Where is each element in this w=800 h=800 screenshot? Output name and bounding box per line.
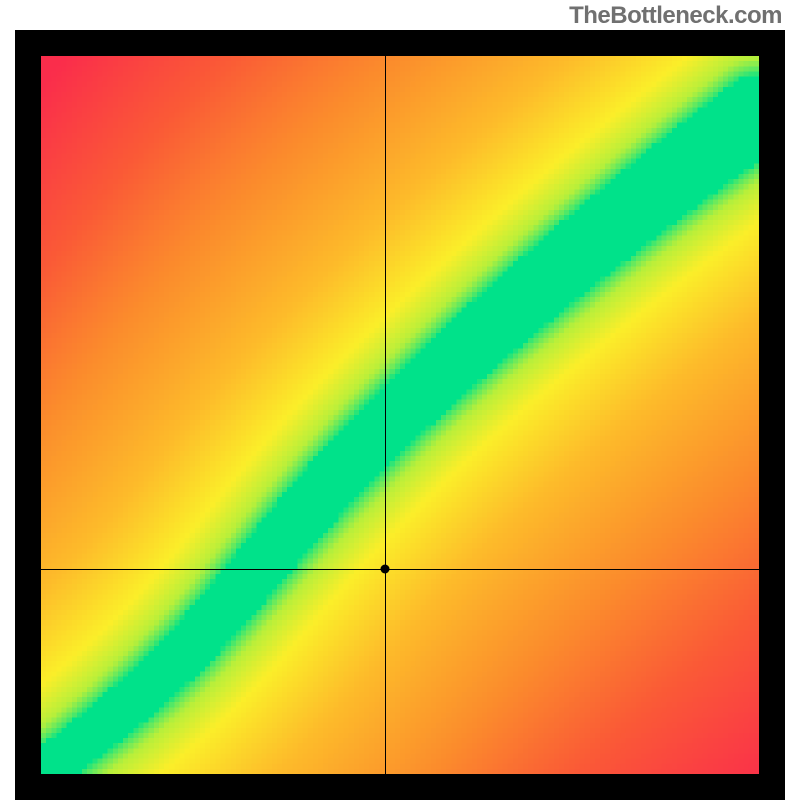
heatmap-canvas xyxy=(41,56,759,774)
crosshair-vertical xyxy=(385,56,386,774)
crosshair-horizontal xyxy=(41,569,759,570)
marker-dot-icon xyxy=(380,564,389,573)
attribution-text: TheBottleneck.com xyxy=(569,2,782,30)
heatmap-plot xyxy=(41,56,759,774)
bottleneck-heatmap-container: TheBottleneck.com xyxy=(0,0,800,800)
plot-frame xyxy=(15,30,785,800)
